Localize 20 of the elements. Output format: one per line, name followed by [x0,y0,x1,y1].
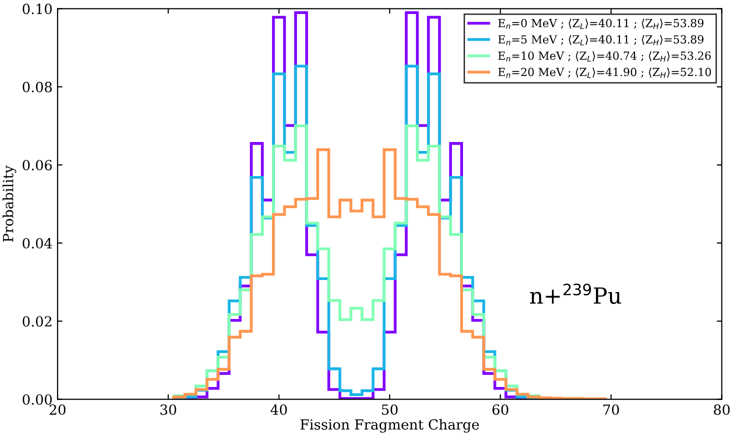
y-tick-label: 0.04 [22,238,52,249]
x-tick-label: 20 [50,404,66,415]
legend-label: E$_{n}$=10 MeV ; ⟨Z$_{L}$⟩=40.74 ; ⟨Z$_{H}$⟩=53.26 [498,51,711,62]
x-tick-label: 70 [603,404,619,415]
legend-label: E$_{n}$=20 MeV ; ⟨Z$_{L}$⟩=41.90 ; ⟨Z$_{H}$⟩=52.10 [498,68,711,78]
y-tick-label: 0.08 [22,82,52,92]
legend-label: E$_{n}$=0 MeV ; ⟨Z$_{L}$⟩=40.11 ; ⟨Z$_{H}$⟩=53.89 [498,18,704,29]
x-tick-label: 40 [270,404,287,415]
legend-label: E$_{n}$=5 MeV ; ⟨Z$_{L}$⟩=40.11 ; ⟨Z$_{H}$⟩=53.89 [498,34,704,46]
y-tick-label: 0.06 [22,160,52,170]
y-tick-label: 0.00 [22,394,52,405]
x-tick-label: 60 [492,404,508,415]
x-tick-label: 50 [382,404,398,415]
y-tick-label: 0.10 [22,4,52,14]
y-axis-title: Probability [2,165,16,242]
y-tick-label: 0.02 [22,316,52,327]
annotation: n+$^{239}$Pu [530,284,622,304]
x-axis-title: Fission Fragment Charge [300,418,479,433]
x-tick-label: 80 [714,404,730,415]
x-tick-label: 30 [160,404,176,415]
